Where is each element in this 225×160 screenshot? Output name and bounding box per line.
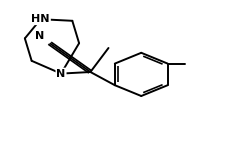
Text: HN: HN [31, 14, 50, 24]
Text: N: N [56, 69, 65, 79]
Text: N: N [35, 31, 44, 41]
